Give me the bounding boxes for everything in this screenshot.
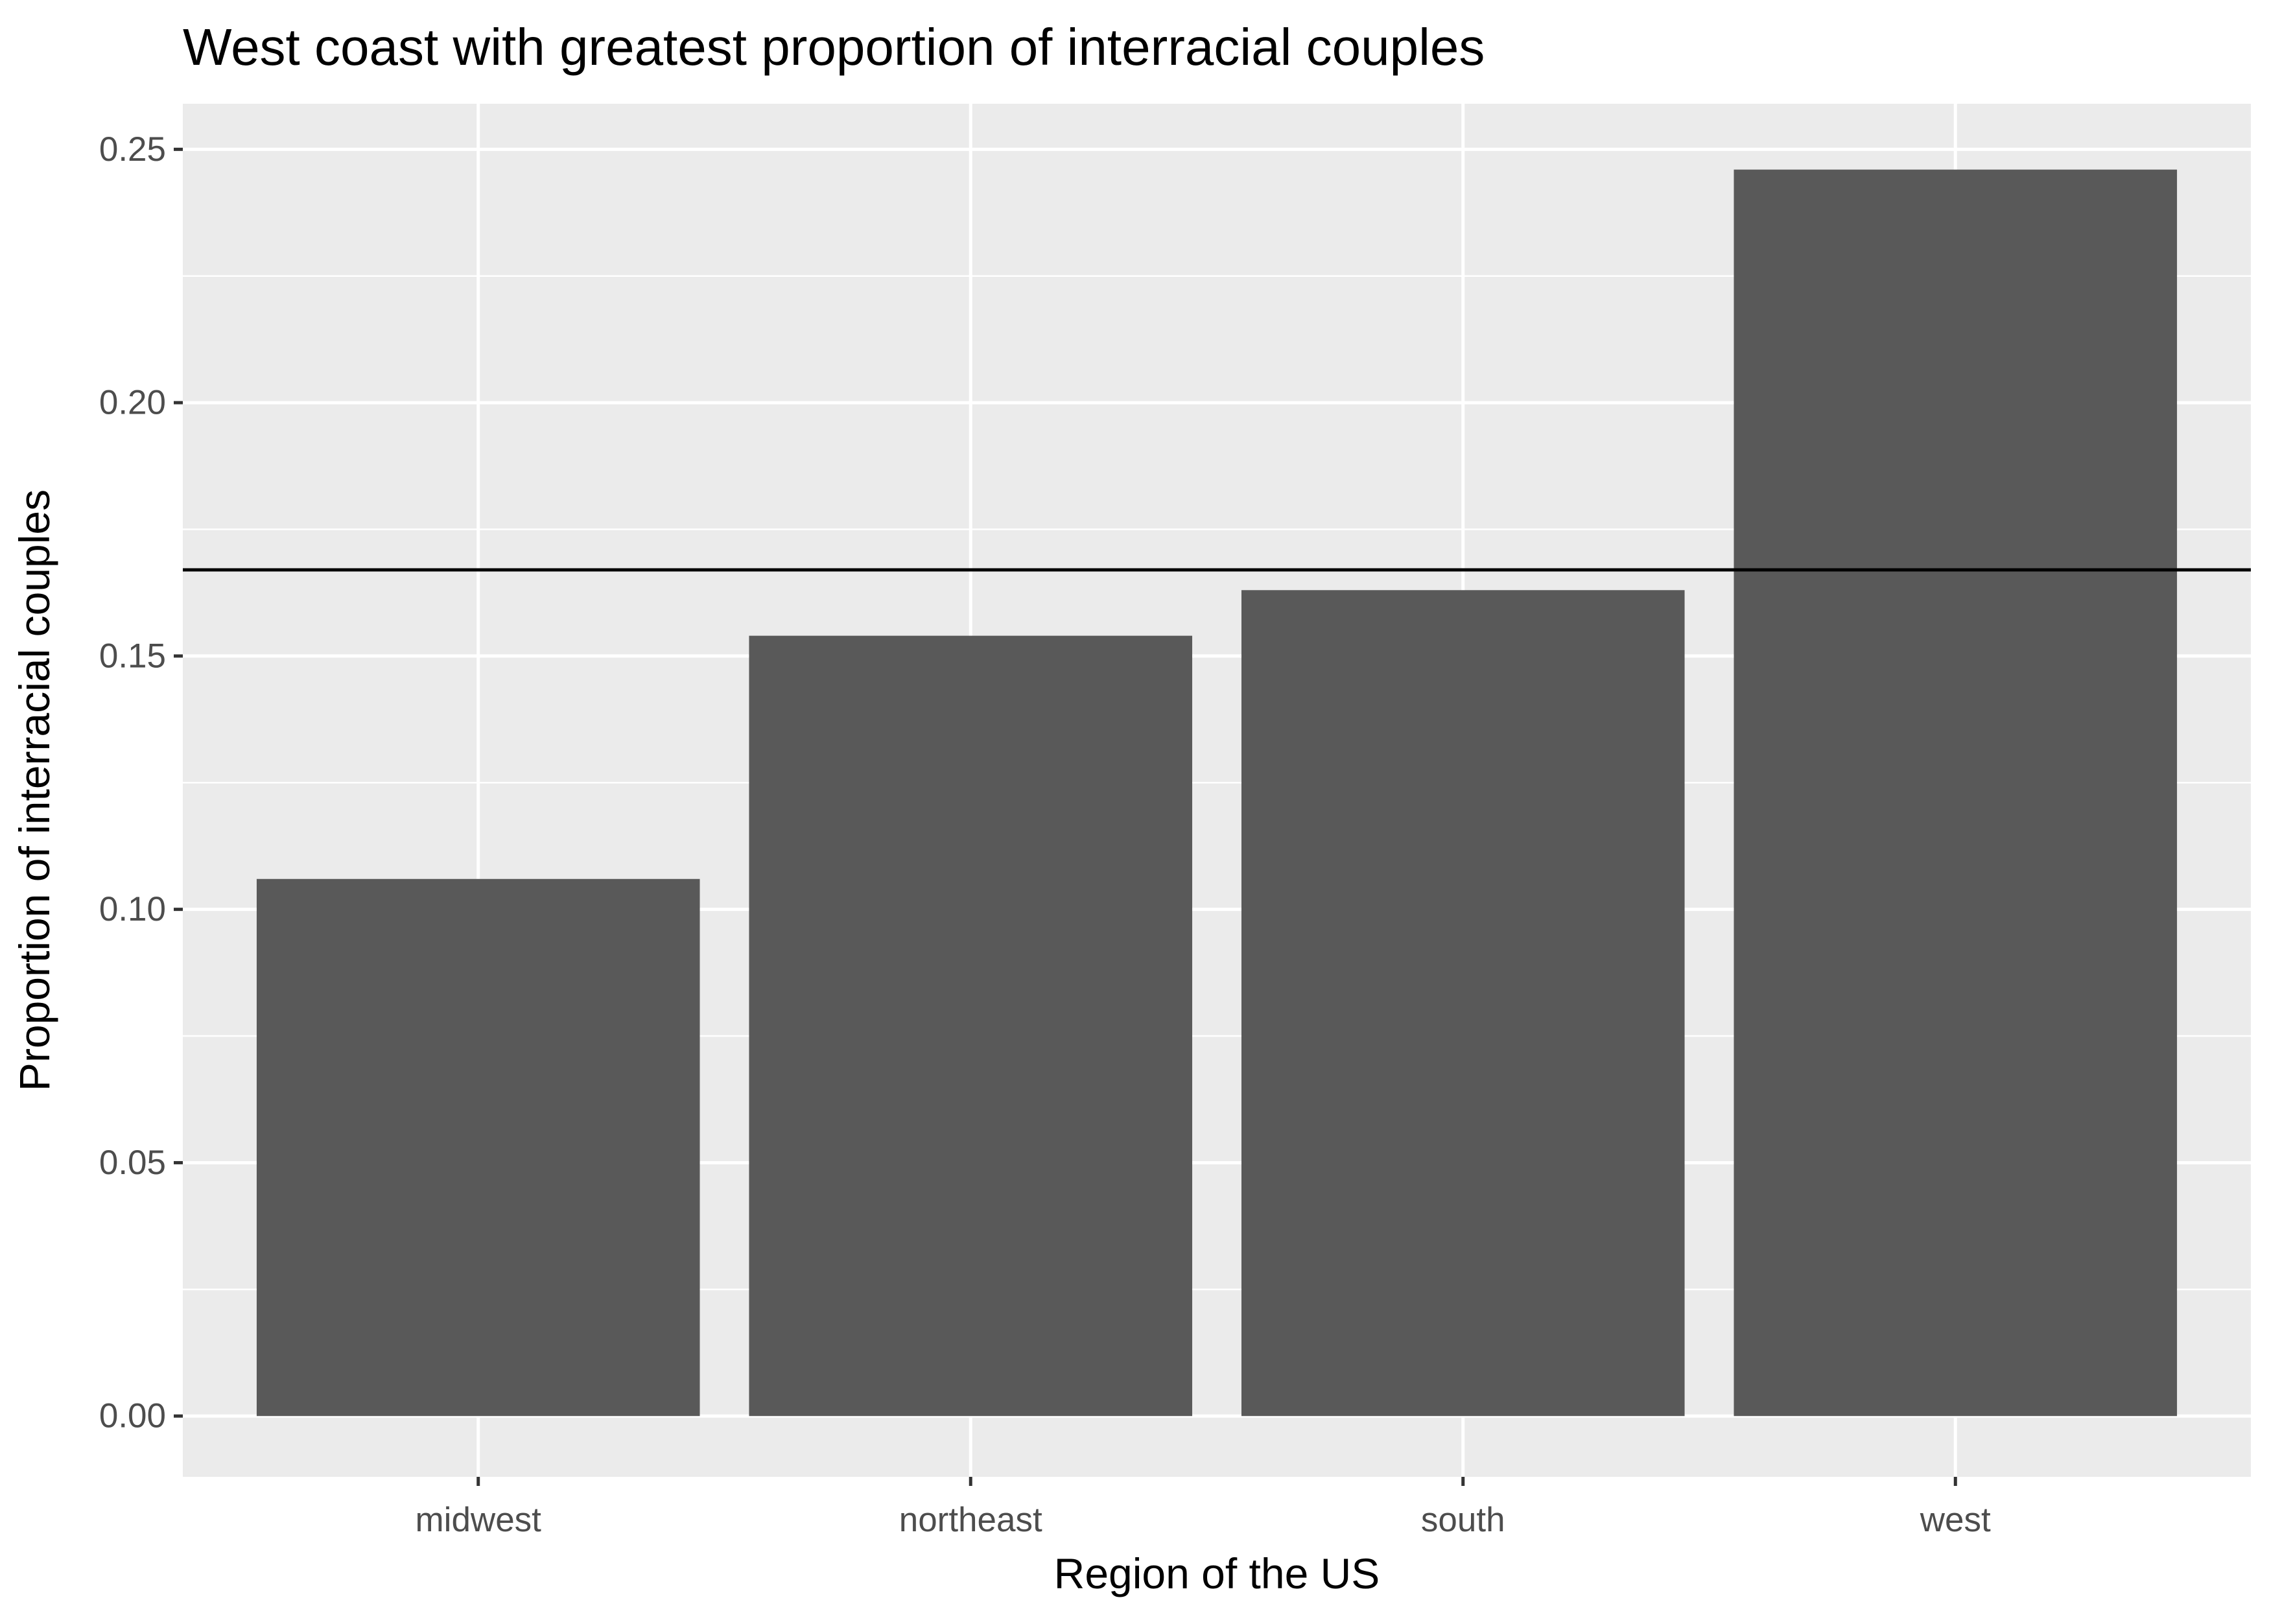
x-tick-label: west bbox=[1920, 1501, 1991, 1539]
x-axis-title: Region of the US bbox=[1054, 1549, 1380, 1597]
y-tick-label: 0.00 bbox=[99, 1397, 166, 1435]
y-axis: 0.00 0.05 0.10 0.15 0.20 0.25 bbox=[99, 130, 183, 1435]
bar-northeast bbox=[749, 635, 1193, 1417]
y-tick-label: 0.15 bbox=[99, 637, 166, 675]
chart-title: West coast with greatest proportion of i… bbox=[183, 18, 1485, 76]
bar-south bbox=[1241, 590, 1685, 1417]
x-tick-label: midwest bbox=[416, 1501, 542, 1539]
y-tick-label: 0.20 bbox=[99, 384, 166, 422]
x-tick-label: northeast bbox=[899, 1501, 1042, 1539]
x-axis: midwest northeast south west bbox=[416, 1477, 1991, 1539]
y-tick-label: 0.25 bbox=[99, 130, 166, 169]
bar-west bbox=[1734, 169, 2178, 1417]
y-tick-label: 0.05 bbox=[99, 1144, 166, 1182]
y-axis-title: Proportion of interracial couples bbox=[10, 489, 58, 1091]
y-tick-label: 0.10 bbox=[99, 890, 166, 928]
bars bbox=[256, 169, 2178, 1417]
x-tick-label: south bbox=[1421, 1501, 1505, 1539]
bar-midwest bbox=[256, 878, 700, 1417]
